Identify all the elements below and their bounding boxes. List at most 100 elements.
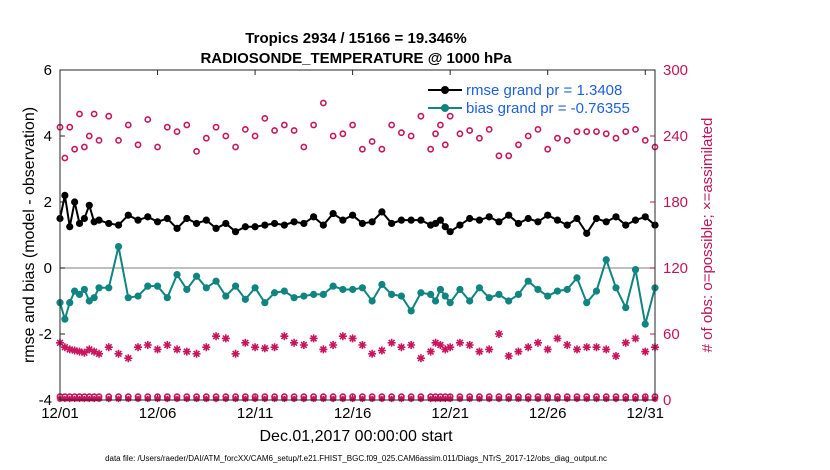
assimilated-baseline-point xyxy=(154,395,161,403)
y-tick-label: 4 xyxy=(44,128,52,145)
assimilated-point xyxy=(134,343,143,352)
possible-point xyxy=(593,128,600,135)
rmse-point xyxy=(485,213,493,221)
bias-point xyxy=(407,307,415,315)
assimilated-point xyxy=(173,345,182,354)
assimilated-point xyxy=(524,343,533,352)
assimilated-baseline-point xyxy=(144,395,151,403)
bias-point xyxy=(397,292,405,300)
x-tick-label: 12/11 xyxy=(237,405,273,422)
rmse-point xyxy=(261,221,269,229)
assimilated-baseline-point xyxy=(583,395,590,403)
possible-point xyxy=(641,136,649,144)
bias-point xyxy=(90,294,98,302)
assimilated-baseline-point xyxy=(193,395,200,403)
assimilated-baseline-point xyxy=(71,395,78,403)
rmse-point xyxy=(212,224,220,232)
assimilated-baseline-point xyxy=(61,395,69,403)
possible-point xyxy=(85,132,93,140)
rmse-point xyxy=(553,216,562,224)
series-rmse xyxy=(56,191,659,237)
assimilated-baseline-point xyxy=(310,395,317,403)
possible-point xyxy=(534,125,542,133)
bias-point xyxy=(105,284,113,292)
rmse-point xyxy=(231,228,240,236)
assimilated-baseline-point xyxy=(203,395,210,403)
rmse-point xyxy=(397,216,405,224)
assimilated-point xyxy=(377,346,386,355)
assimilated-point xyxy=(397,343,406,352)
rmse-point xyxy=(270,219,279,228)
possible-point xyxy=(573,128,581,135)
assimilated-baseline-point xyxy=(456,395,464,403)
possible-point xyxy=(154,143,161,151)
assimilated-baseline-point xyxy=(66,395,73,403)
assimilated-point xyxy=(290,338,299,347)
possible-point xyxy=(339,130,347,138)
rmse-point xyxy=(583,229,591,237)
assimilated-point xyxy=(494,330,503,338)
assimilated-point xyxy=(416,354,425,363)
possible-point xyxy=(300,143,308,151)
assimilated-baseline-point xyxy=(320,395,327,403)
assimilated-point xyxy=(553,334,562,343)
assimilated-baseline-point xyxy=(232,395,239,403)
assimilated-baseline-point xyxy=(437,395,444,403)
assimilated-point xyxy=(455,338,464,347)
legend-bias-marker xyxy=(441,104,449,112)
rmse-point xyxy=(456,221,464,229)
possible-point xyxy=(163,123,171,131)
rmse-point xyxy=(378,208,386,216)
assimilated-baseline-point xyxy=(125,395,132,403)
assimilated-baseline-point xyxy=(95,395,103,403)
rmse-point xyxy=(66,223,74,231)
bias-point xyxy=(563,285,571,294)
y-axis-ticks: -4 -2 0 2 4 6 xyxy=(39,62,65,409)
assimilated-baseline-point xyxy=(505,395,512,403)
x-tick-label: 12/01 xyxy=(41,405,79,422)
assimilated-point xyxy=(163,341,172,349)
bias-point xyxy=(622,304,630,312)
assimilated-baseline-point xyxy=(281,395,288,403)
plot-frame xyxy=(59,69,656,401)
rmse-point xyxy=(222,219,230,228)
assimilated-point xyxy=(407,341,416,349)
possible-point xyxy=(290,127,298,134)
possible-point xyxy=(602,130,610,138)
rmse-point xyxy=(368,218,376,226)
assimilated-point xyxy=(221,334,230,343)
assimilated-point xyxy=(358,341,367,349)
y-tick-label: 0 xyxy=(44,260,52,277)
rmse-point xyxy=(183,214,191,223)
rmse-point xyxy=(310,213,318,221)
bias-point xyxy=(505,297,513,305)
rmse-point xyxy=(80,214,88,223)
assimilated-baseline-point xyxy=(212,395,220,403)
possible-point xyxy=(80,143,88,151)
rmse-point xyxy=(280,221,288,229)
bias-point xyxy=(427,290,435,298)
possible-point xyxy=(583,128,591,135)
assimilated-point xyxy=(485,345,494,354)
rmse-point xyxy=(475,216,484,224)
assimilated-baseline-point xyxy=(183,395,191,403)
rmse-point xyxy=(358,219,366,228)
bias-point xyxy=(631,266,640,274)
bias-point xyxy=(95,284,103,292)
assimilated-point xyxy=(621,338,630,347)
bias-point xyxy=(583,299,591,307)
rmse-point xyxy=(388,219,396,228)
rmse-point xyxy=(407,216,415,224)
assimilated-baseline-point xyxy=(622,395,629,403)
assimilated-baseline-point xyxy=(442,395,449,403)
possible-point xyxy=(456,130,464,138)
assimilated-point xyxy=(85,345,94,354)
assimilated-point xyxy=(124,354,133,363)
assimilated-point xyxy=(241,338,250,347)
possible-point xyxy=(319,99,327,107)
assimilated-point xyxy=(75,347,84,356)
rmse-point xyxy=(300,219,308,228)
possible-point xyxy=(427,145,435,153)
assimilated-point xyxy=(280,332,289,341)
assimilated-baseline-point xyxy=(417,395,425,403)
